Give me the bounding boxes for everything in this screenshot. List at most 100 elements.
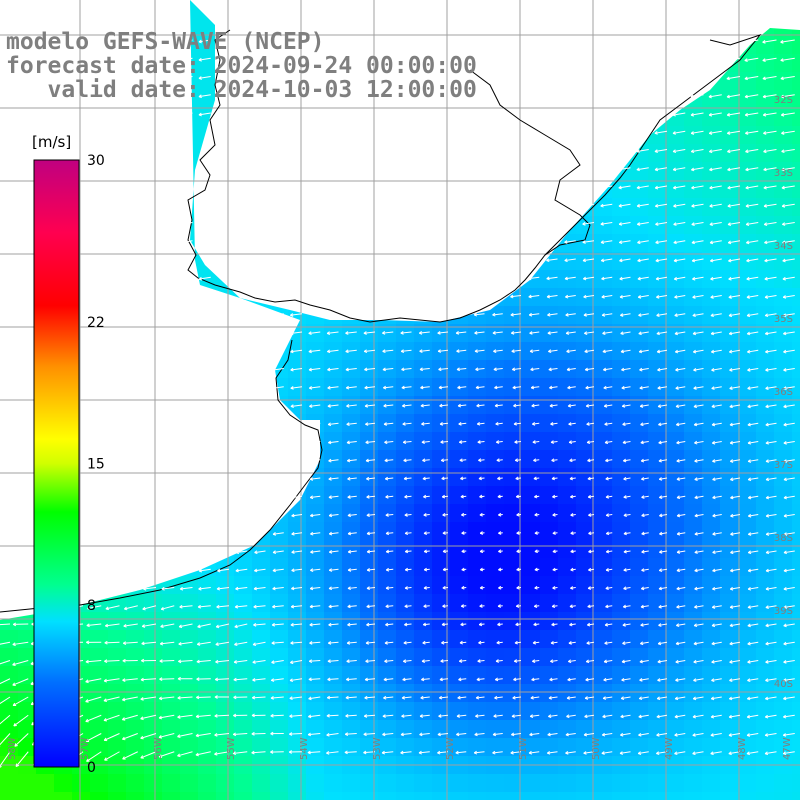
wind-arrow <box>402 422 412 426</box>
wind-arrow <box>619 276 631 281</box>
wind-arrow <box>747 513 759 518</box>
field-cell <box>468 792 487 800</box>
field-cell <box>144 738 163 757</box>
field-cell <box>720 702 739 721</box>
wind-arrow <box>726 130 741 135</box>
wind-arrow <box>746 240 759 245</box>
wind-arrow <box>762 57 777 62</box>
field-cell <box>270 594 289 613</box>
field-cell <box>792 702 800 721</box>
wind-arrow <box>659 495 668 499</box>
wind-arrow <box>529 331 540 335</box>
wind-arrow <box>85 714 102 723</box>
wind-arrow <box>196 641 211 646</box>
wind-arrow <box>180 76 193 80</box>
field-cell <box>342 324 361 343</box>
field-cell <box>666 540 685 559</box>
field-cell <box>540 468 559 487</box>
field-cell <box>378 612 397 631</box>
field-cell <box>486 306 505 325</box>
wind-arrow <box>708 130 722 135</box>
field-cell <box>432 450 451 469</box>
wind-arrow <box>364 403 376 408</box>
field-cell <box>684 414 703 433</box>
wind-arrow <box>565 732 576 737</box>
field-cell <box>198 720 217 739</box>
wind-arrow <box>104 659 120 664</box>
field-cell <box>738 504 757 523</box>
wind-arrow <box>345 349 357 354</box>
wind-arrow <box>382 367 394 372</box>
field-cell <box>432 432 451 451</box>
field-cell <box>342 738 361 757</box>
field-cell <box>396 792 415 800</box>
wind-arrow <box>475 385 485 390</box>
wind-arrow <box>290 313 303 317</box>
wind-arrow <box>307 750 321 755</box>
wind-arrow <box>619 294 631 299</box>
field-cell <box>756 486 775 505</box>
field-cell <box>738 468 757 487</box>
field-cell <box>576 630 595 649</box>
wind-arrow <box>728 733 741 737</box>
field-cell <box>324 324 343 343</box>
field-cell <box>720 630 739 649</box>
wind-arrow <box>764 313 777 318</box>
wind-arrow <box>12 678 29 686</box>
field-cell <box>666 720 685 739</box>
wind-arrow <box>676 440 686 445</box>
wind-arrow <box>605 586 613 590</box>
field-cell <box>90 792 109 800</box>
field-cell <box>720 594 739 613</box>
wind-arrow <box>710 714 722 719</box>
wind-arrow <box>364 385 376 390</box>
wind-arrow <box>729 660 741 664</box>
field-cell <box>558 540 577 559</box>
wind-arrow <box>588 531 595 536</box>
field-cell <box>792 288 800 307</box>
field-cell <box>576 414 595 433</box>
field-cell <box>576 594 595 613</box>
field-cell <box>522 522 541 541</box>
wind-arrow <box>177 733 193 738</box>
field-cell <box>774 792 793 800</box>
wind-arrow <box>676 477 686 481</box>
field-cell <box>648 450 667 469</box>
wind-arrow <box>568 422 576 426</box>
field-cell <box>252 666 271 685</box>
field-cell <box>198 612 217 631</box>
wind-arrow <box>0 696 11 705</box>
field-cell <box>756 162 775 181</box>
field-cell <box>378 594 397 613</box>
wind-arrow <box>783 660 795 664</box>
wind-arrow <box>586 422 595 426</box>
wind-arrow <box>327 404 339 408</box>
wind-arrow <box>656 733 668 737</box>
field-cell <box>720 432 739 451</box>
field-cell <box>378 684 397 703</box>
field-cell <box>594 612 613 631</box>
wind-arrow <box>461 567 467 572</box>
wind-arrow <box>365 641 376 645</box>
field-cell <box>684 360 703 379</box>
wind-arrow <box>567 385 576 390</box>
field-cell <box>666 486 685 505</box>
wind-arrow <box>710 751 722 756</box>
field-cell <box>486 666 505 685</box>
field-cell <box>504 558 523 577</box>
field-cell <box>702 486 721 505</box>
field-cell <box>702 630 721 649</box>
wind-arrow <box>637 294 649 299</box>
wind-arrow <box>676 458 686 463</box>
wind-arrow <box>423 585 430 590</box>
wind-arrow <box>709 185 722 190</box>
wind-arrow <box>346 677 357 682</box>
field-cell <box>612 504 631 523</box>
field-cell <box>684 180 703 199</box>
wind-arrow <box>763 185 777 190</box>
field-cell <box>288 540 307 559</box>
wind-arrow <box>143 586 157 591</box>
wind-arrow <box>765 349 777 354</box>
lon-label: 50W <box>591 737 602 760</box>
